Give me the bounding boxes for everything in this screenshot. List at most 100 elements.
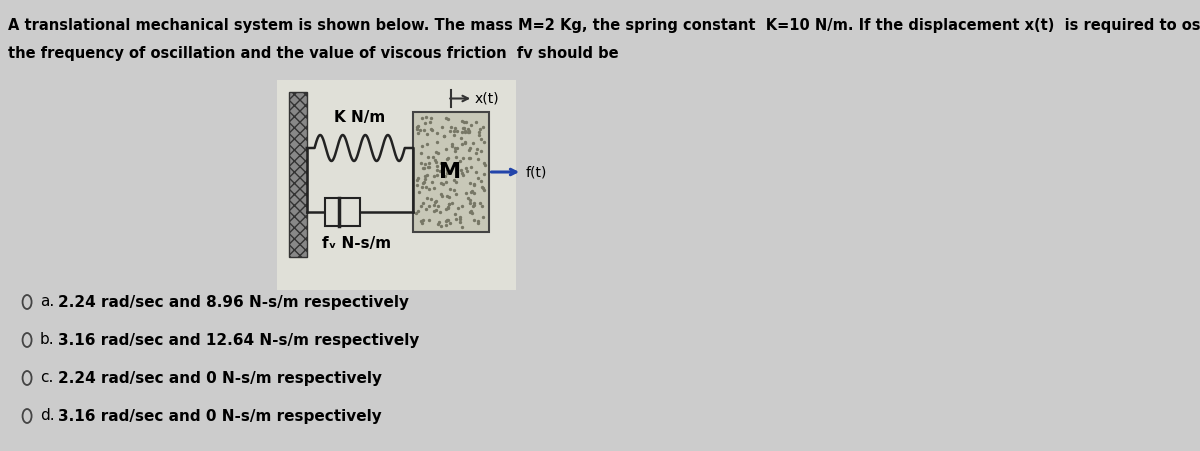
- Point: [452, 169, 472, 176]
- Point: [409, 129, 428, 136]
- Point: [418, 195, 437, 202]
- Point: [470, 126, 490, 133]
- Point: [408, 125, 427, 133]
- Point: [439, 200, 458, 207]
- Point: [460, 179, 479, 187]
- Point: [464, 189, 484, 197]
- Point: [464, 202, 484, 209]
- Point: [412, 114, 431, 121]
- Point: [418, 140, 437, 147]
- Point: [415, 160, 434, 167]
- Point: [422, 126, 442, 133]
- Point: [466, 118, 485, 125]
- Point: [428, 218, 448, 226]
- Point: [452, 129, 472, 136]
- Point: [440, 185, 460, 193]
- Point: [414, 126, 433, 133]
- Point: [437, 193, 456, 200]
- Text: 2.24 rad/sec and 8.96 N-s/m respectively: 2.24 rad/sec and 8.96 N-s/m respectively: [58, 295, 409, 309]
- Point: [472, 202, 491, 209]
- Point: [418, 130, 437, 137]
- Point: [460, 127, 479, 134]
- Point: [468, 146, 487, 153]
- Point: [420, 185, 439, 193]
- Point: [458, 128, 478, 135]
- Point: [446, 124, 466, 131]
- Point: [461, 196, 480, 203]
- Point: [422, 179, 442, 186]
- Text: 3.16 rad/sec and 0 N-s/m respectively: 3.16 rad/sec and 0 N-s/m respectively: [58, 409, 382, 423]
- Point: [454, 171, 473, 178]
- Point: [469, 132, 488, 139]
- Point: [412, 217, 431, 225]
- Point: [434, 132, 454, 139]
- Point: [432, 124, 451, 131]
- Point: [452, 117, 472, 124]
- Point: [450, 219, 469, 226]
- Point: [475, 138, 494, 145]
- Point: [476, 161, 496, 169]
- Bar: [277, 80, 516, 290]
- Point: [464, 181, 484, 189]
- Point: [474, 187, 493, 194]
- Point: [470, 200, 490, 207]
- Point: [427, 172, 446, 179]
- Point: [438, 166, 457, 173]
- Point: [456, 164, 475, 171]
- Point: [469, 220, 488, 227]
- Point: [432, 179, 451, 186]
- Point: [428, 166, 448, 173]
- Point: [469, 155, 488, 162]
- Point: [474, 159, 493, 166]
- Point: [427, 207, 446, 214]
- Point: [450, 213, 469, 221]
- Point: [407, 176, 426, 184]
- Point: [448, 205, 467, 212]
- Point: [408, 207, 427, 215]
- Point: [409, 189, 428, 196]
- Point: [461, 208, 480, 216]
- Point: [437, 217, 456, 225]
- Point: [437, 216, 456, 223]
- Point: [439, 200, 458, 207]
- Text: K N/m: K N/m: [334, 110, 385, 125]
- Point: [431, 167, 450, 175]
- Point: [448, 127, 467, 134]
- Point: [431, 222, 450, 229]
- Point: [414, 179, 433, 186]
- Point: [413, 216, 432, 224]
- Point: [427, 138, 446, 146]
- Point: [419, 216, 438, 223]
- Point: [445, 131, 464, 138]
- Point: [437, 115, 456, 122]
- Point: [461, 144, 480, 152]
- Point: [416, 184, 436, 191]
- Point: [472, 135, 491, 142]
- Point: [414, 178, 433, 185]
- Point: [464, 216, 484, 224]
- Point: [446, 190, 466, 198]
- Point: [410, 126, 430, 133]
- Point: [437, 179, 456, 186]
- Point: [438, 154, 457, 161]
- Point: [421, 115, 440, 122]
- Point: [415, 165, 434, 172]
- Point: [452, 202, 472, 209]
- Point: [434, 133, 454, 140]
- Point: [426, 159, 445, 166]
- Point: [448, 145, 467, 152]
- Point: [416, 114, 436, 121]
- Bar: [325, 198, 360, 226]
- Point: [439, 193, 458, 201]
- Point: [450, 216, 469, 223]
- Point: [438, 204, 457, 211]
- Text: f(t): f(t): [526, 165, 547, 179]
- Point: [440, 220, 460, 227]
- Point: [412, 219, 431, 226]
- Point: [426, 156, 445, 164]
- Point: [436, 146, 455, 153]
- Bar: [413, 112, 488, 232]
- Point: [460, 129, 479, 136]
- Point: [428, 202, 448, 210]
- Point: [408, 175, 427, 182]
